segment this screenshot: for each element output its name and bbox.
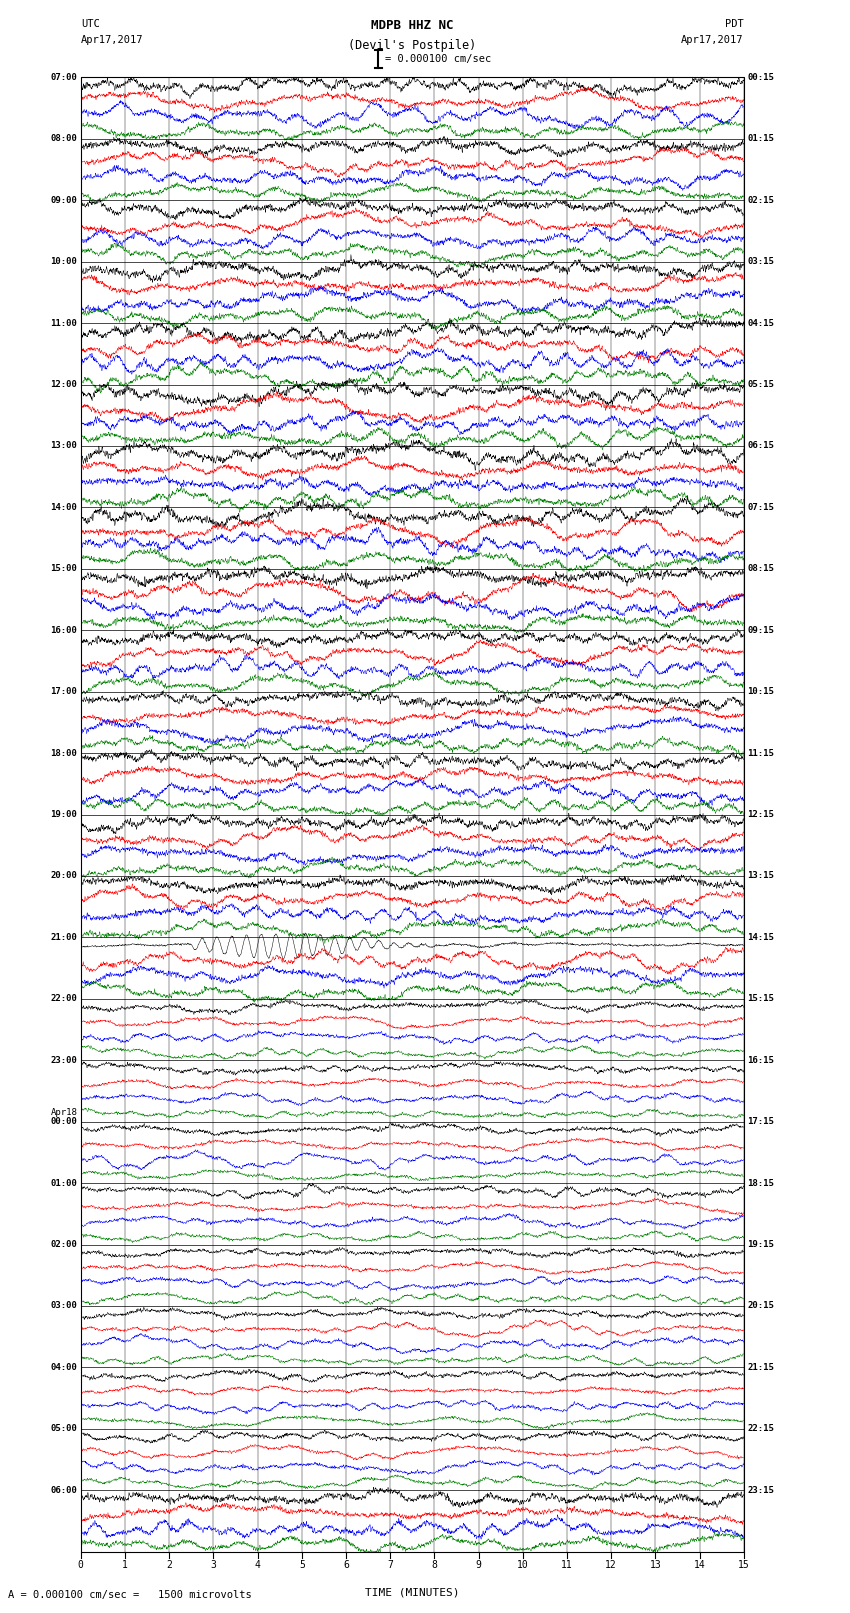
Text: Apr17,2017: Apr17,2017 bbox=[81, 35, 144, 45]
Text: 17:00: 17:00 bbox=[50, 687, 77, 697]
Text: 01:00: 01:00 bbox=[50, 1179, 77, 1187]
Text: 4: 4 bbox=[255, 1560, 260, 1569]
Text: 17:15: 17:15 bbox=[747, 1118, 774, 1126]
Text: 23:00: 23:00 bbox=[50, 1057, 77, 1065]
Text: UTC: UTC bbox=[81, 19, 99, 29]
Text: Apr17,2017: Apr17,2017 bbox=[681, 35, 744, 45]
Text: 12:00: 12:00 bbox=[50, 381, 77, 389]
Text: PDT: PDT bbox=[725, 19, 744, 29]
Text: 14: 14 bbox=[694, 1560, 705, 1569]
Text: 06:00: 06:00 bbox=[50, 1486, 77, 1495]
Text: 06:15: 06:15 bbox=[747, 442, 774, 450]
Text: 08:00: 08:00 bbox=[50, 134, 77, 144]
Text: 15: 15 bbox=[738, 1560, 750, 1569]
Text: 6: 6 bbox=[343, 1560, 348, 1569]
Text: 14:15: 14:15 bbox=[747, 932, 774, 942]
Text: 22:15: 22:15 bbox=[747, 1424, 774, 1434]
Text: 21:15: 21:15 bbox=[747, 1363, 774, 1373]
Text: 19:15: 19:15 bbox=[747, 1240, 774, 1248]
Text: 03:00: 03:00 bbox=[50, 1302, 77, 1310]
Text: 13:00: 13:00 bbox=[50, 442, 77, 450]
Text: 13:15: 13:15 bbox=[747, 871, 774, 881]
Text: 2: 2 bbox=[167, 1560, 172, 1569]
Text: 15:15: 15:15 bbox=[747, 994, 774, 1003]
Text: 05:15: 05:15 bbox=[747, 381, 774, 389]
Text: 05:00: 05:00 bbox=[50, 1424, 77, 1434]
Text: MDPB HHZ NC: MDPB HHZ NC bbox=[371, 19, 454, 32]
Text: 02:00: 02:00 bbox=[50, 1240, 77, 1248]
Text: 1: 1 bbox=[122, 1560, 128, 1569]
Text: 00:15: 00:15 bbox=[747, 73, 774, 82]
Text: 22:00: 22:00 bbox=[50, 994, 77, 1003]
Text: 09:00: 09:00 bbox=[50, 195, 77, 205]
Text: A = 0.000100 cm/sec =   1500 microvolts: A = 0.000100 cm/sec = 1500 microvolts bbox=[8, 1590, 252, 1600]
Text: 10:15: 10:15 bbox=[747, 687, 774, 697]
Text: 02:15: 02:15 bbox=[747, 195, 774, 205]
Text: 15:00: 15:00 bbox=[50, 565, 77, 573]
Text: 0: 0 bbox=[78, 1560, 83, 1569]
Text: 00:00: 00:00 bbox=[50, 1118, 77, 1126]
Text: 09:15: 09:15 bbox=[747, 626, 774, 636]
Text: 07:15: 07:15 bbox=[747, 503, 774, 511]
Text: 08:15: 08:15 bbox=[747, 565, 774, 573]
Text: TIME (MINUTES): TIME (MINUTES) bbox=[365, 1587, 460, 1597]
Text: 03:15: 03:15 bbox=[747, 256, 774, 266]
Text: 07:00: 07:00 bbox=[50, 73, 77, 82]
Text: 11: 11 bbox=[561, 1560, 573, 1569]
Text: 19:00: 19:00 bbox=[50, 810, 77, 819]
Text: 18:15: 18:15 bbox=[747, 1179, 774, 1187]
Text: = 0.000100 cm/sec: = 0.000100 cm/sec bbox=[385, 53, 491, 65]
Text: 20:00: 20:00 bbox=[50, 871, 77, 881]
Text: 11:15: 11:15 bbox=[747, 748, 774, 758]
Text: 9: 9 bbox=[476, 1560, 481, 1569]
Text: 04:00: 04:00 bbox=[50, 1363, 77, 1373]
Text: 12:15: 12:15 bbox=[747, 810, 774, 819]
Text: 10: 10 bbox=[517, 1560, 529, 1569]
Text: 11:00: 11:00 bbox=[50, 319, 77, 327]
Text: 14:00: 14:00 bbox=[50, 503, 77, 511]
Text: 5: 5 bbox=[299, 1560, 304, 1569]
Text: 3: 3 bbox=[211, 1560, 216, 1569]
Text: 21:00: 21:00 bbox=[50, 932, 77, 942]
Text: 8: 8 bbox=[432, 1560, 437, 1569]
Text: 16:00: 16:00 bbox=[50, 626, 77, 636]
Text: (Devil's Postpile): (Devil's Postpile) bbox=[348, 39, 476, 52]
Text: Apr18: Apr18 bbox=[50, 1108, 77, 1116]
Text: 23:15: 23:15 bbox=[747, 1486, 774, 1495]
Text: 20:15: 20:15 bbox=[747, 1302, 774, 1310]
Text: 12: 12 bbox=[605, 1560, 617, 1569]
Text: 7: 7 bbox=[388, 1560, 393, 1569]
Text: 13: 13 bbox=[649, 1560, 661, 1569]
Text: 18:00: 18:00 bbox=[50, 748, 77, 758]
Text: 10:00: 10:00 bbox=[50, 256, 77, 266]
Text: 04:15: 04:15 bbox=[747, 319, 774, 327]
Text: 16:15: 16:15 bbox=[747, 1057, 774, 1065]
Text: 01:15: 01:15 bbox=[747, 134, 774, 144]
